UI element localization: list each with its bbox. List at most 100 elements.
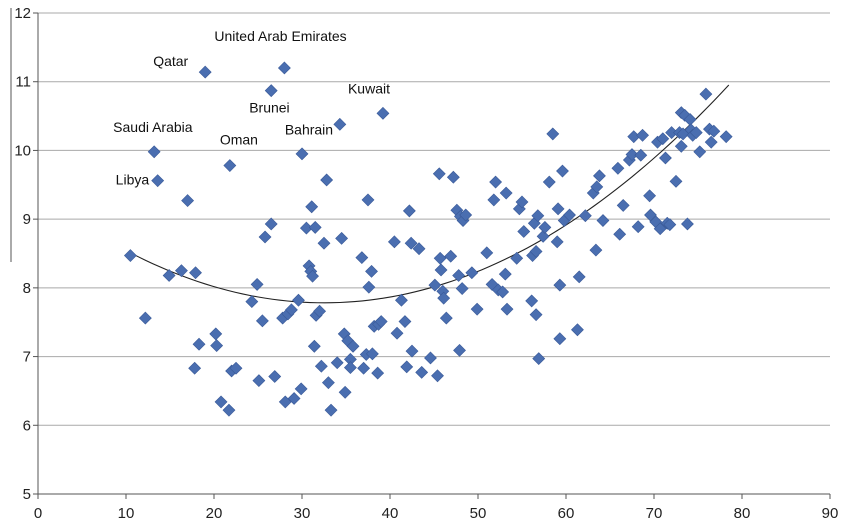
- annotation-label: Oman: [220, 132, 258, 148]
- data-point: [362, 280, 376, 294]
- data-point: [314, 359, 328, 373]
- data-points: [123, 61, 733, 417]
- data-point: [480, 246, 494, 260]
- data-point: [498, 267, 512, 281]
- data-point: [400, 360, 414, 374]
- data-point: [189, 266, 202, 280]
- data-point: [636, 128, 649, 142]
- data-point: [515, 195, 529, 209]
- tick-labels: 5 6 7 8 9 10 11 12 0 10 20 30 40 50 60 70 80 90: [14, 5, 838, 522]
- x-tick-label-0: 0: [34, 505, 42, 522]
- data-point: [551, 202, 565, 216]
- trendline: [130, 84, 730, 304]
- data-point: [593, 169, 606, 183]
- data-point: [321, 376, 335, 390]
- data-point: [699, 87, 713, 101]
- axes: [10, 8, 831, 499]
- y-tick-label-10: 10: [14, 142, 31, 159]
- data-point: [223, 159, 237, 172]
- data-point: [277, 61, 291, 75]
- annotation-label: Kuwait: [348, 80, 390, 96]
- annotations: United Arab Emirates Qatar Brunei Kuwait Bah…: [113, 28, 390, 188]
- data-point: [308, 220, 322, 234]
- data-point: [611, 161, 625, 175]
- data-point: [123, 249, 137, 262]
- gridlines: [38, 12, 830, 426]
- data-point: [324, 403, 338, 417]
- data-point: [538, 220, 552, 234]
- data-point: [395, 293, 408, 307]
- data-point: [656, 132, 670, 146]
- data-point: [355, 251, 369, 265]
- data-point: [415, 365, 429, 379]
- data-point: [446, 170, 460, 184]
- data-point: [428, 278, 442, 292]
- data-point: [707, 124, 721, 138]
- data-point: [330, 356, 344, 370]
- data-point: [376, 106, 390, 120]
- y-tick-label-11: 11: [15, 74, 31, 91]
- data-point: [188, 361, 202, 375]
- data-point: [719, 130, 733, 144]
- data-point: [313, 304, 327, 318]
- data-point: [374, 315, 388, 328]
- trendline-layer: [130, 84, 730, 304]
- data-point: [147, 145, 161, 159]
- data-point: [346, 339, 360, 353]
- data-point: [496, 285, 510, 299]
- data-point: [510, 251, 524, 265]
- data-point: [634, 148, 648, 162]
- data-point: [432, 167, 446, 181]
- data-point: [434, 263, 448, 277]
- data-point: [431, 369, 444, 383]
- data-point: [320, 173, 334, 187]
- y-tick-label-5: 5: [23, 486, 31, 503]
- data-point: [525, 294, 539, 308]
- data-point: [529, 245, 543, 258]
- data-point: [659, 151, 672, 165]
- data-point: [681, 217, 694, 231]
- x-tick-label-60: 60: [558, 505, 575, 522]
- annotation-label: Brunei: [249, 100, 289, 116]
- data-point: [704, 135, 718, 149]
- data-point: [693, 145, 707, 159]
- data-point: [181, 194, 195, 208]
- data-point: [357, 361, 371, 375]
- data-point: [222, 403, 236, 417]
- data-point: [285, 303, 298, 317]
- data-point: [631, 220, 645, 234]
- data-point: [590, 180, 604, 194]
- data-point: [663, 218, 677, 232]
- data-point: [333, 117, 347, 131]
- data-point: [294, 382, 308, 396]
- annotation-label: Libya: [116, 172, 150, 188]
- x-tick-label-20: 20: [206, 505, 223, 522]
- data-point: [571, 323, 584, 337]
- data-point: [255, 314, 269, 328]
- data-point: [264, 84, 278, 98]
- y-tick-label-12: 12: [14, 5, 31, 22]
- data-point: [613, 227, 627, 241]
- data-point: [439, 311, 453, 325]
- data-point: [398, 315, 412, 328]
- data-point: [616, 198, 630, 212]
- data-point: [214, 395, 228, 409]
- data-point: [546, 127, 560, 141]
- data-point: [529, 308, 543, 322]
- y-tick-label-7: 7: [23, 349, 31, 366]
- data-point: [287, 392, 301, 405]
- data-point: [162, 269, 176, 282]
- x-tick-label-50: 50: [470, 505, 487, 522]
- data-point: [517, 225, 531, 238]
- y-tick-label-9: 9: [23, 211, 31, 228]
- data-point: [465, 266, 479, 280]
- data-point: [295, 147, 309, 161]
- data-point: [371, 366, 385, 380]
- data-point: [459, 208, 473, 222]
- data-point: [250, 277, 264, 291]
- data-point: [390, 326, 404, 340]
- annotation-label: Qatar: [153, 53, 188, 69]
- data-point: [653, 222, 667, 236]
- data-point: [531, 209, 545, 223]
